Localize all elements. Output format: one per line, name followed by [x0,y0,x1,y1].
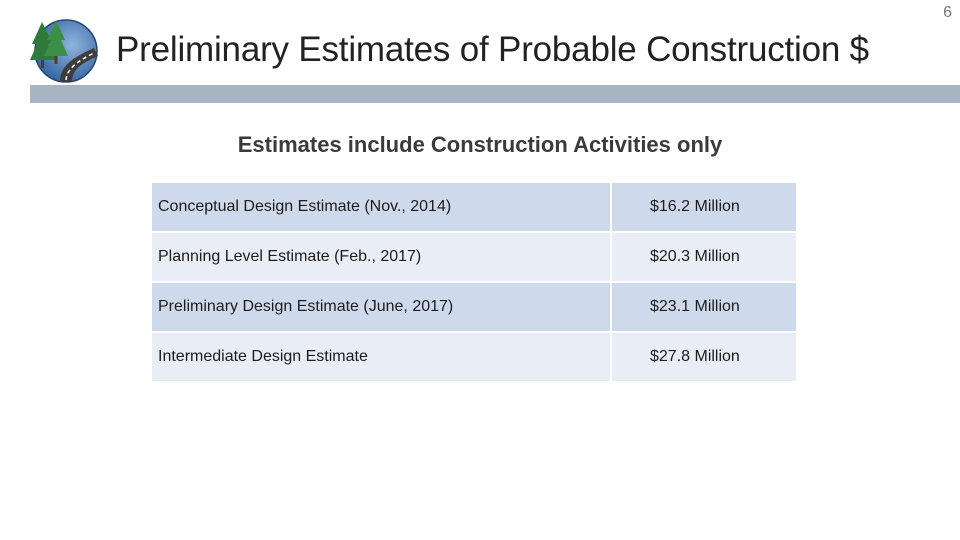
estimate-value: $20.3 Million [612,233,796,283]
table-row: Planning Level Estimate (Feb., 2017) $20… [152,233,796,283]
estimate-value: $16.2 Million [612,183,796,233]
estimates-table: Conceptual Design Estimate (Nov., 2014) … [152,183,796,383]
table-row: Intermediate Design Estimate $27.8 Milli… [152,333,796,383]
header-divider [30,85,960,103]
page-title: Preliminary Estimates of Probable Constr… [116,30,869,69]
estimate-value: $23.1 Million [612,283,796,333]
estimate-label: Conceptual Design Estimate (Nov., 2014) [152,183,612,233]
table-row: Preliminary Design Estimate (June, 2017)… [152,283,796,333]
table-heading: Estimates include Construction Activitie… [237,132,723,157]
estimate-label: Planning Level Estimate (Feb., 2017) [152,233,612,283]
estimate-label: Preliminary Design Estimate (June, 2017) [152,283,612,333]
estimate-label: Intermediate Design Estimate [152,333,612,383]
estimate-value: $27.8 Million [612,333,796,383]
table-row: Conceptual Design Estimate (Nov., 2014) … [152,183,796,233]
page-number: 6 [943,4,952,21]
trees-road-globe-logo-icon [30,19,98,83]
